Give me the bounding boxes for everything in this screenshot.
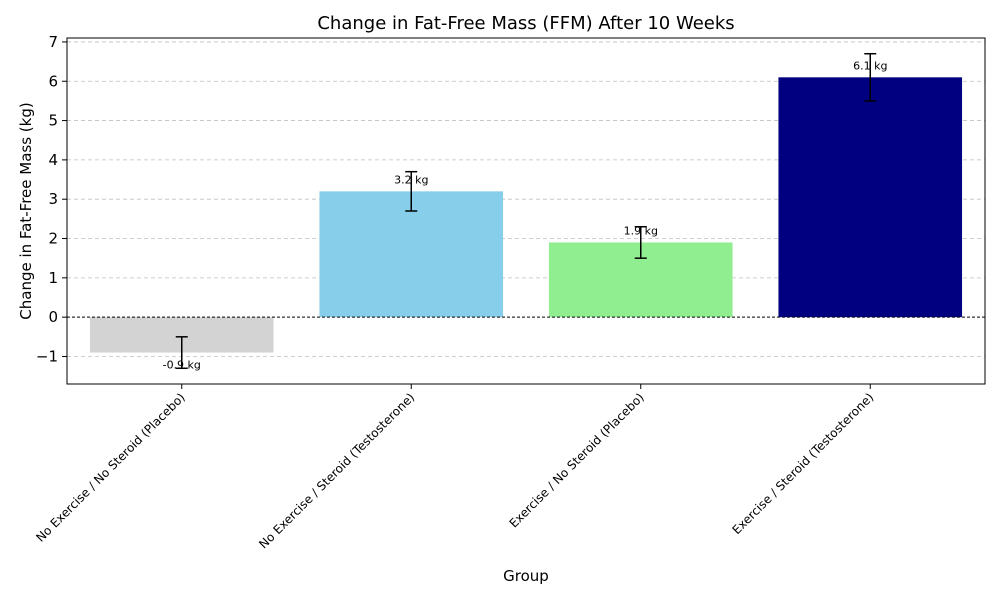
- y-axis-label: Change in Fat-Free Mass (kg): [17, 102, 35, 319]
- x-tick-label: No Exercise / No Steroid (Placebo): [33, 390, 188, 545]
- chart-title: Change in Fat-Free Mass (FFM) After 10 W…: [317, 13, 734, 34]
- x-axis-label: Group: [503, 567, 549, 585]
- x-tick-label: Exercise / No Steroid (Placebo): [507, 390, 647, 530]
- y-tick-label: −1: [36, 347, 58, 365]
- plot-frame: [66, 37, 986, 385]
- x-tick-label: Exercise / Steroid (Testosterone): [729, 390, 876, 537]
- error-bars: [175, 52, 877, 370]
- y-tick-label: 0: [48, 308, 58, 326]
- y-tick-label: 1: [48, 269, 58, 287]
- bars: [89, 77, 963, 353]
- y-tick-label: 6: [48, 72, 58, 90]
- y-tick-label: 4: [48, 151, 58, 169]
- data-label: -0.9 kg: [163, 359, 201, 372]
- y-tick-label: 5: [48, 112, 58, 130]
- y-tick-label: 2: [48, 230, 58, 248]
- data-label: 6.1 kg: [853, 59, 887, 72]
- y-axis-ticks: −1 0 1 2 3 4 5 6 7: [36, 33, 67, 365]
- x-tick-label: No Exercise / Steroid (Testosterone): [256, 390, 417, 551]
- y-tick-label: 7: [48, 33, 58, 51]
- data-label: 1.9 kg: [624, 224, 658, 237]
- x-axis-ticks: No Exercise / No Steroid (Placebo) No Exe…: [33, 384, 876, 551]
- bar: [319, 191, 504, 318]
- data-labels: -0.9 kg 3.2 kg 1.9 kg 6.1 kg: [163, 59, 888, 371]
- data-label: 3.2 kg: [394, 173, 428, 186]
- y-tick-label: 3: [48, 190, 58, 208]
- bar: [778, 77, 963, 318]
